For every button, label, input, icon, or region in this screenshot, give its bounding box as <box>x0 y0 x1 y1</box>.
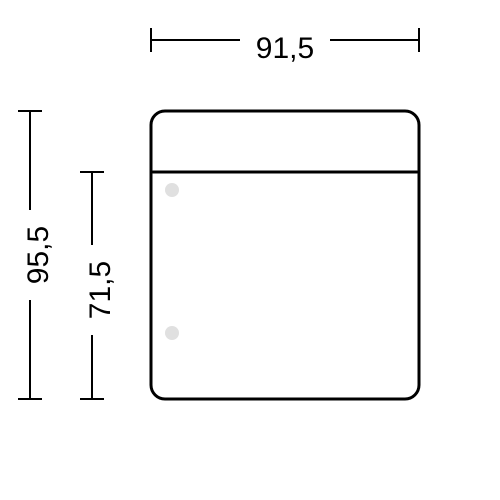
dim-width-label: 91,5 <box>256 32 314 65</box>
marker-dot-1 <box>165 326 179 340</box>
dimension-diagram: 91,5 95,5 71,5 <box>0 0 500 500</box>
dim-h-outer-label: 95,5 <box>22 226 55 284</box>
product-outline <box>151 111 419 399</box>
dim-h-inner-label: 71,5 <box>84 261 117 319</box>
marker-dot-0 <box>165 183 179 197</box>
